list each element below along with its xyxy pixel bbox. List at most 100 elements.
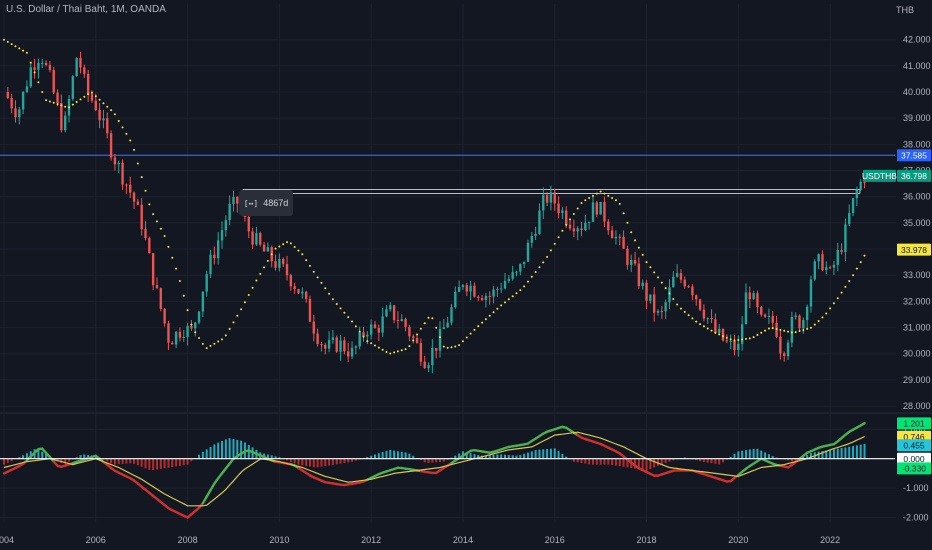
candle-body — [683, 279, 686, 287]
sar-dot — [228, 327, 231, 330]
axis-badge — [897, 169, 931, 182]
candle-body — [576, 228, 579, 232]
candle-body — [530, 236, 533, 243]
sar-dot — [408, 345, 411, 348]
hist-bar — [198, 454, 201, 459]
hist-bar — [473, 454, 476, 459]
hist-bar — [400, 451, 403, 459]
hist-bar — [324, 458, 327, 467]
candle-body — [679, 273, 683, 280]
hist-bar — [113, 458, 116, 465]
candle-body — [60, 103, 63, 131]
hist-bar — [534, 450, 537, 459]
hist-bar — [308, 458, 311, 467]
sar-dot — [377, 346, 380, 349]
sar-dot — [29, 61, 32, 64]
hist-bar — [144, 458, 147, 469]
hist-bar — [347, 458, 350, 463]
sar-dot — [687, 314, 690, 317]
sar-dot — [829, 307, 832, 310]
sar-dot — [335, 303, 338, 306]
hist-bar — [370, 455, 373, 459]
candle-body — [580, 228, 583, 230]
candle-body — [396, 320, 400, 322]
sar-dot — [79, 98, 82, 101]
candle-body — [148, 238, 151, 254]
sar-dot — [301, 253, 304, 256]
sar-dot — [855, 267, 858, 270]
candle-body — [656, 311, 660, 313]
range-measure-icon: [↔] — [243, 198, 259, 208]
x-tick-label: 2018 — [637, 535, 657, 545]
sar-dot — [293, 246, 296, 249]
candle-body — [714, 319, 717, 333]
candle-body — [748, 292, 751, 300]
candle-body — [549, 192, 553, 203]
candle-body — [614, 236, 618, 239]
sar-dot — [423, 322, 426, 325]
sar-dot — [523, 285, 526, 288]
candle-body — [519, 263, 522, 272]
sar-dot — [427, 316, 430, 319]
candle-body — [836, 250, 839, 265]
hist-bar — [672, 458, 675, 461]
hist-bar — [710, 458, 713, 464]
sar-dot — [274, 247, 277, 250]
candle-body — [584, 222, 587, 230]
candle-body — [343, 340, 346, 352]
sar-dot — [182, 294, 185, 297]
candle-body — [10, 98, 13, 109]
candle-body — [522, 261, 526, 264]
sar-dot — [790, 331, 793, 334]
sar-dot — [859, 261, 862, 264]
sar-dot — [695, 320, 698, 323]
macd-segment — [201, 495, 208, 505]
hist-bar — [110, 458, 113, 464]
candle-body — [163, 308, 166, 324]
hist-bar — [729, 456, 732, 459]
y-tick-label: 40.000 — [903, 87, 931, 97]
sar-dot — [607, 194, 610, 197]
sar-dot — [373, 344, 376, 347]
candle-body — [281, 259, 285, 265]
candle-body — [86, 73, 90, 95]
sar-dot — [312, 270, 315, 273]
sar-dot — [664, 287, 667, 290]
sar-dot — [641, 253, 644, 256]
candle-body — [442, 327, 446, 329]
candle-body — [771, 316, 774, 323]
hist-bar — [454, 455, 457, 459]
hist-bar — [572, 458, 575, 462]
hist-bar — [159, 458, 162, 469]
candle-body — [106, 118, 109, 134]
candle-body — [618, 236, 621, 238]
axis-badge-text: 0.746 — [903, 432, 925, 442]
hist-bar — [500, 454, 503, 459]
candle-body — [794, 315, 797, 317]
candle-body — [717, 328, 721, 333]
candle-body — [350, 347, 354, 357]
sar-dot — [852, 274, 855, 277]
sar-dot — [649, 266, 652, 269]
sar-dot — [339, 307, 342, 310]
axis-badge — [897, 462, 931, 475]
candle-body — [702, 309, 706, 319]
candle-body — [465, 285, 468, 292]
sar-dot — [836, 297, 839, 300]
candle-body — [859, 181, 862, 190]
sar-dot — [259, 272, 262, 275]
sar-dot — [14, 45, 17, 48]
candle-body — [404, 319, 407, 327]
sar-dot — [400, 349, 403, 352]
hist-bar — [3, 458, 5, 465]
macd-segment — [859, 422, 866, 427]
sar-dot — [217, 340, 220, 343]
candle-body — [760, 306, 763, 315]
axis-badge — [863, 169, 896, 182]
hist-bar — [737, 451, 740, 459]
sar-dot — [419, 327, 422, 330]
hist-bar — [228, 438, 231, 459]
sar-dot — [584, 199, 587, 202]
candle-body — [492, 289, 495, 297]
